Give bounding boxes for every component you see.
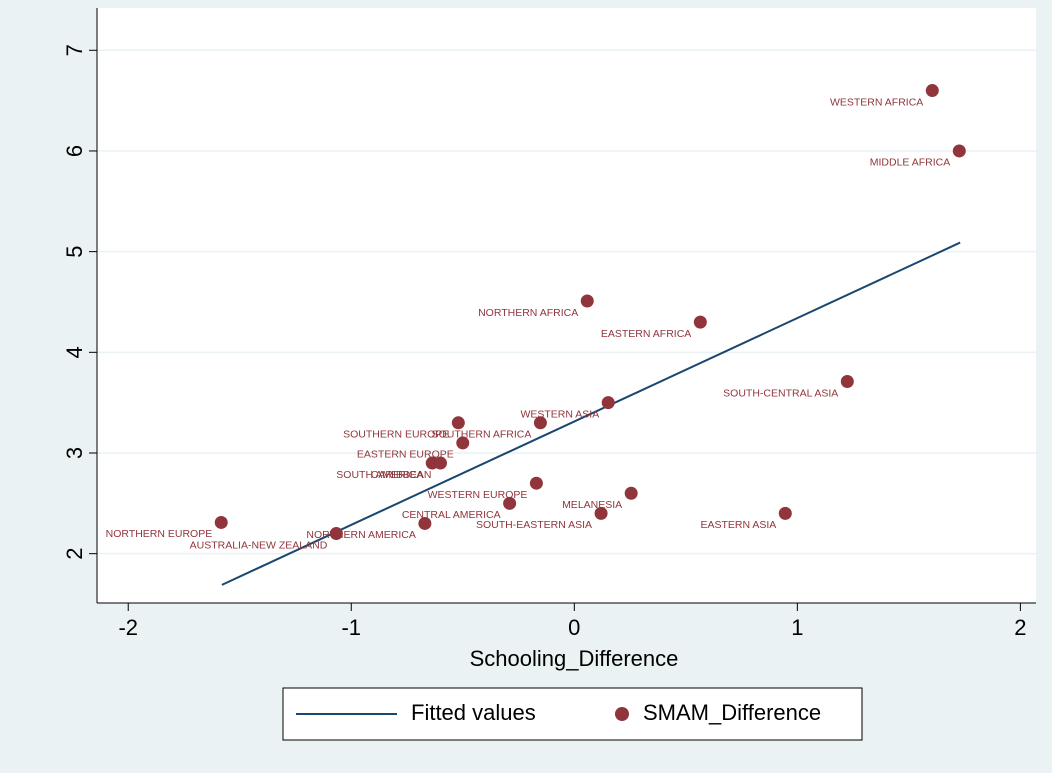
point-label: WESTERN EUROPE bbox=[428, 489, 528, 501]
point-label: EASTERN ASIA bbox=[700, 519, 776, 531]
point bbox=[214, 515, 228, 529]
point bbox=[529, 476, 543, 490]
point bbox=[433, 456, 447, 470]
point bbox=[329, 527, 343, 541]
point-label: EASTERN AFRICA bbox=[601, 328, 691, 340]
y-tick-label: 2 bbox=[62, 548, 87, 560]
x-axis-title: Schooling_Difference bbox=[470, 646, 679, 671]
point bbox=[840, 375, 854, 389]
point-label: CARIBBEAN bbox=[371, 469, 432, 481]
point-label: SOUTH-CENTRAL ASIA bbox=[723, 387, 838, 399]
point-label: SOUTHERN AFRICA bbox=[432, 429, 532, 441]
x-tick-label: -2 bbox=[118, 615, 138, 640]
fitted-line bbox=[221, 241, 961, 586]
y-tick-label: 3 bbox=[62, 447, 87, 459]
point bbox=[503, 496, 517, 510]
point bbox=[594, 506, 608, 520]
point-label: AUSTRALIA-NEW ZEALAND bbox=[190, 539, 328, 551]
point-label: SOUTH-EASTERN ASIA bbox=[476, 519, 592, 531]
point-label: NORTHERN EUROPE bbox=[106, 528, 213, 540]
point bbox=[418, 516, 432, 530]
legend-marker bbox=[615, 707, 629, 721]
point-label: MELANESIA bbox=[562, 499, 622, 511]
x-tick-label: 1 bbox=[791, 615, 803, 640]
point bbox=[624, 486, 638, 500]
point bbox=[952, 144, 966, 158]
point-label: WESTERN AFRICA bbox=[830, 96, 923, 108]
point-label: WESTERN ASIA bbox=[520, 408, 599, 420]
y-tick-label: 4 bbox=[62, 346, 87, 358]
point bbox=[925, 84, 939, 98]
point bbox=[456, 436, 470, 450]
point bbox=[580, 294, 594, 308]
point bbox=[533, 416, 547, 430]
legend-label: Fitted values bbox=[411, 700, 536, 725]
point bbox=[778, 506, 792, 520]
y-tick-label: 7 bbox=[62, 44, 87, 56]
x-tick-label: 0 bbox=[568, 615, 580, 640]
x-tick-label: 2 bbox=[1014, 615, 1026, 640]
point bbox=[601, 396, 615, 410]
plot-area bbox=[97, 8, 1036, 603]
point-label: NORTHERN AFRICA bbox=[478, 307, 578, 319]
point-label: MIDDLE AFRICA bbox=[870, 157, 951, 169]
point-label: SOUTH AMERICA bbox=[336, 469, 423, 481]
y-tick-label: 6 bbox=[62, 145, 87, 157]
point bbox=[693, 315, 707, 329]
point-label: SOUTHERN EUROPE bbox=[343, 429, 449, 441]
x-tick-label: -1 bbox=[341, 615, 361, 640]
legend-label: SMAM_Difference bbox=[643, 700, 821, 725]
point bbox=[451, 416, 465, 430]
y-tick-label: 5 bbox=[62, 246, 87, 258]
